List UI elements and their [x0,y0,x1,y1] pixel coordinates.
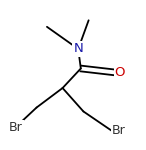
Text: O: O [115,66,125,79]
Text: N: N [73,42,83,56]
Text: Br: Br [112,124,126,138]
Text: Br: Br [9,121,23,134]
